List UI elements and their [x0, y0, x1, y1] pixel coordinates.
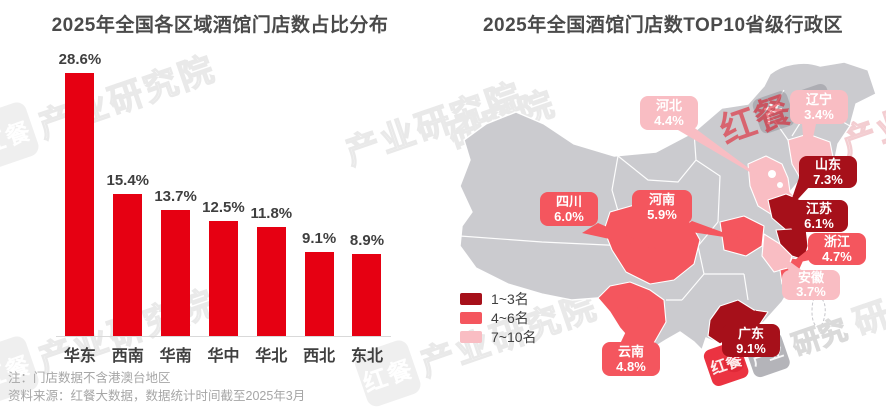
callout-hebei: 河北 4.4% [640, 96, 770, 184]
bar-value-label: 28.6% [58, 50, 102, 68]
svg-text:河南: 河南 [649, 192, 675, 207]
x-tick-dongbei: 东北 [350, 348, 383, 365]
callout-zhejiang: 浙江 4.7% [790, 233, 866, 265]
bar-value-label: 15.4% [106, 172, 150, 190]
tianjin-area [777, 182, 783, 188]
bar-value-label: 13.7% [154, 188, 197, 205]
callout-shandong: 山东 7.3% [788, 156, 857, 210]
bar-value-label: 9.1% [302, 230, 337, 248]
legend-item-rank7-10: 7~10名 [460, 329, 537, 345]
svg-text:四川: 四川 [556, 194, 582, 209]
callout-jiangsu: 江苏 6.1% [790, 200, 848, 246]
svg-text:5.9%: 5.9% [647, 207, 677, 222]
x-tick-huabei: 华北 [255, 348, 288, 365]
bar-column-huabei: 11.8% [247, 46, 295, 336]
svg-text:3.4%: 3.4% [804, 107, 834, 122]
svg-text:4.8%: 4.8% [616, 359, 646, 374]
bar-column-xibei: 9.1% [295, 46, 343, 336]
bar-column-huadong: 28.6% [56, 46, 104, 336]
legend-item-rank1-3: 1~3名 [460, 291, 537, 307]
svg-text:浙江: 浙江 [824, 234, 850, 249]
bar-column-huanan: 13.7% [152, 46, 200, 336]
brand-logo-icon: 红餐 [0, 99, 42, 171]
x-tick-huazhong: 华中 [207, 348, 240, 365]
bar-chart-plot: 28.6% 15.4% 13.7% 12.5% 11.8% 9.1% 8.9% [56, 46, 391, 337]
svg-text:4.7%: 4.7% [822, 249, 852, 264]
bar-xibei [304, 252, 334, 336]
svg-text:6.0%: 6.0% [554, 209, 584, 224]
bar-column-huazhong: 12.5% [200, 46, 248, 336]
bar-chart-x-axis: 华东 西南 华南 华中 华北 西北 东北 [56, 342, 391, 366]
svg-text:云南: 云南 [618, 344, 644, 359]
map-legend: 1~3名 4~6名 7~10名 [460, 291, 537, 348]
beijing-area [768, 170, 776, 178]
svg-text:6.1%: 6.1% [804, 216, 834, 231]
bar-column-dongbei: 8.9% [343, 46, 391, 336]
note-line-1: 注：门店数据不含港澳台地区 [8, 371, 171, 385]
map-chart-title: 2025年全国酒馆门店数TOP10省级行政区 [482, 15, 844, 36]
x-tick-huadong: 华东 [63, 348, 96, 365]
legend-label: 7~10名 [491, 329, 537, 345]
x-tick-xibei: 西北 [303, 348, 336, 365]
china-map: 产 业 红餐 红餐 产业 研究 河北 4.4% 辽宁 3.4% [452, 60, 882, 395]
bar-column-xinan: 15.4% [104, 46, 152, 336]
svg-text:江苏: 江苏 [806, 201, 832, 216]
bar-value-label: 11.8% [250, 205, 293, 223]
legend-swatch-pink [460, 331, 482, 343]
bar-huadong [65, 72, 95, 336]
bar-value-label: 8.9% [349, 232, 385, 250]
svg-text:7.3%: 7.3% [813, 172, 843, 187]
callout-guangdong: 广东 9.1% [722, 310, 780, 357]
svg-text:4.4%: 4.4% [654, 113, 684, 128]
svg-text:3.7%: 3.7% [796, 284, 826, 299]
svg-text:河北: 河北 [656, 98, 682, 113]
legend-item-rank4-6: 4~6名 [460, 310, 537, 326]
x-tick-xinan: 西南 [111, 348, 144, 365]
svg-text:安徽: 安徽 [798, 270, 825, 285]
svg-text:山东: 山东 [815, 157, 841, 172]
bar-huazhong [208, 221, 238, 336]
province-yunnan [597, 281, 667, 351]
footnotes: 注：门店数据不含港澳台地区 资料来源：红餐大数据，数据统计时间截至2025年3月 [8, 369, 305, 405]
x-tick-huanan: 华南 [159, 348, 192, 365]
legend-swatch-dark-red [460, 293, 482, 305]
svg-text:广东: 广东 [738, 326, 764, 341]
legend-label: 4~6名 [491, 310, 529, 326]
bar-value-label: 12.5% [202, 199, 245, 216]
callout-yunnan: 云南 4.8% [602, 306, 660, 376]
bar-chart-title: 2025年全国各区域酒馆门店数占比分布 [51, 15, 389, 36]
callout-henan: 河南 5.9% [632, 190, 744, 240]
province-henan [719, 215, 765, 257]
callout-sichuan: 四川 6.0% [540, 192, 660, 250]
note-line-2: 资料来源：红餐大数据，数据统计时间截至2025年3月 [8, 389, 306, 403]
svg-text:9.1%: 9.1% [736, 341, 766, 356]
callout-anhui: 安徽 3.7% [774, 250, 840, 300]
bar-huabei [256, 227, 286, 336]
svg-text:辽宁: 辽宁 [806, 92, 832, 107]
bar-dongbei [352, 254, 382, 336]
bar-huanan [161, 210, 191, 336]
bar-xinan [113, 194, 143, 336]
legend-swatch-red [460, 312, 482, 324]
legend-label: 1~3名 [491, 291, 529, 307]
